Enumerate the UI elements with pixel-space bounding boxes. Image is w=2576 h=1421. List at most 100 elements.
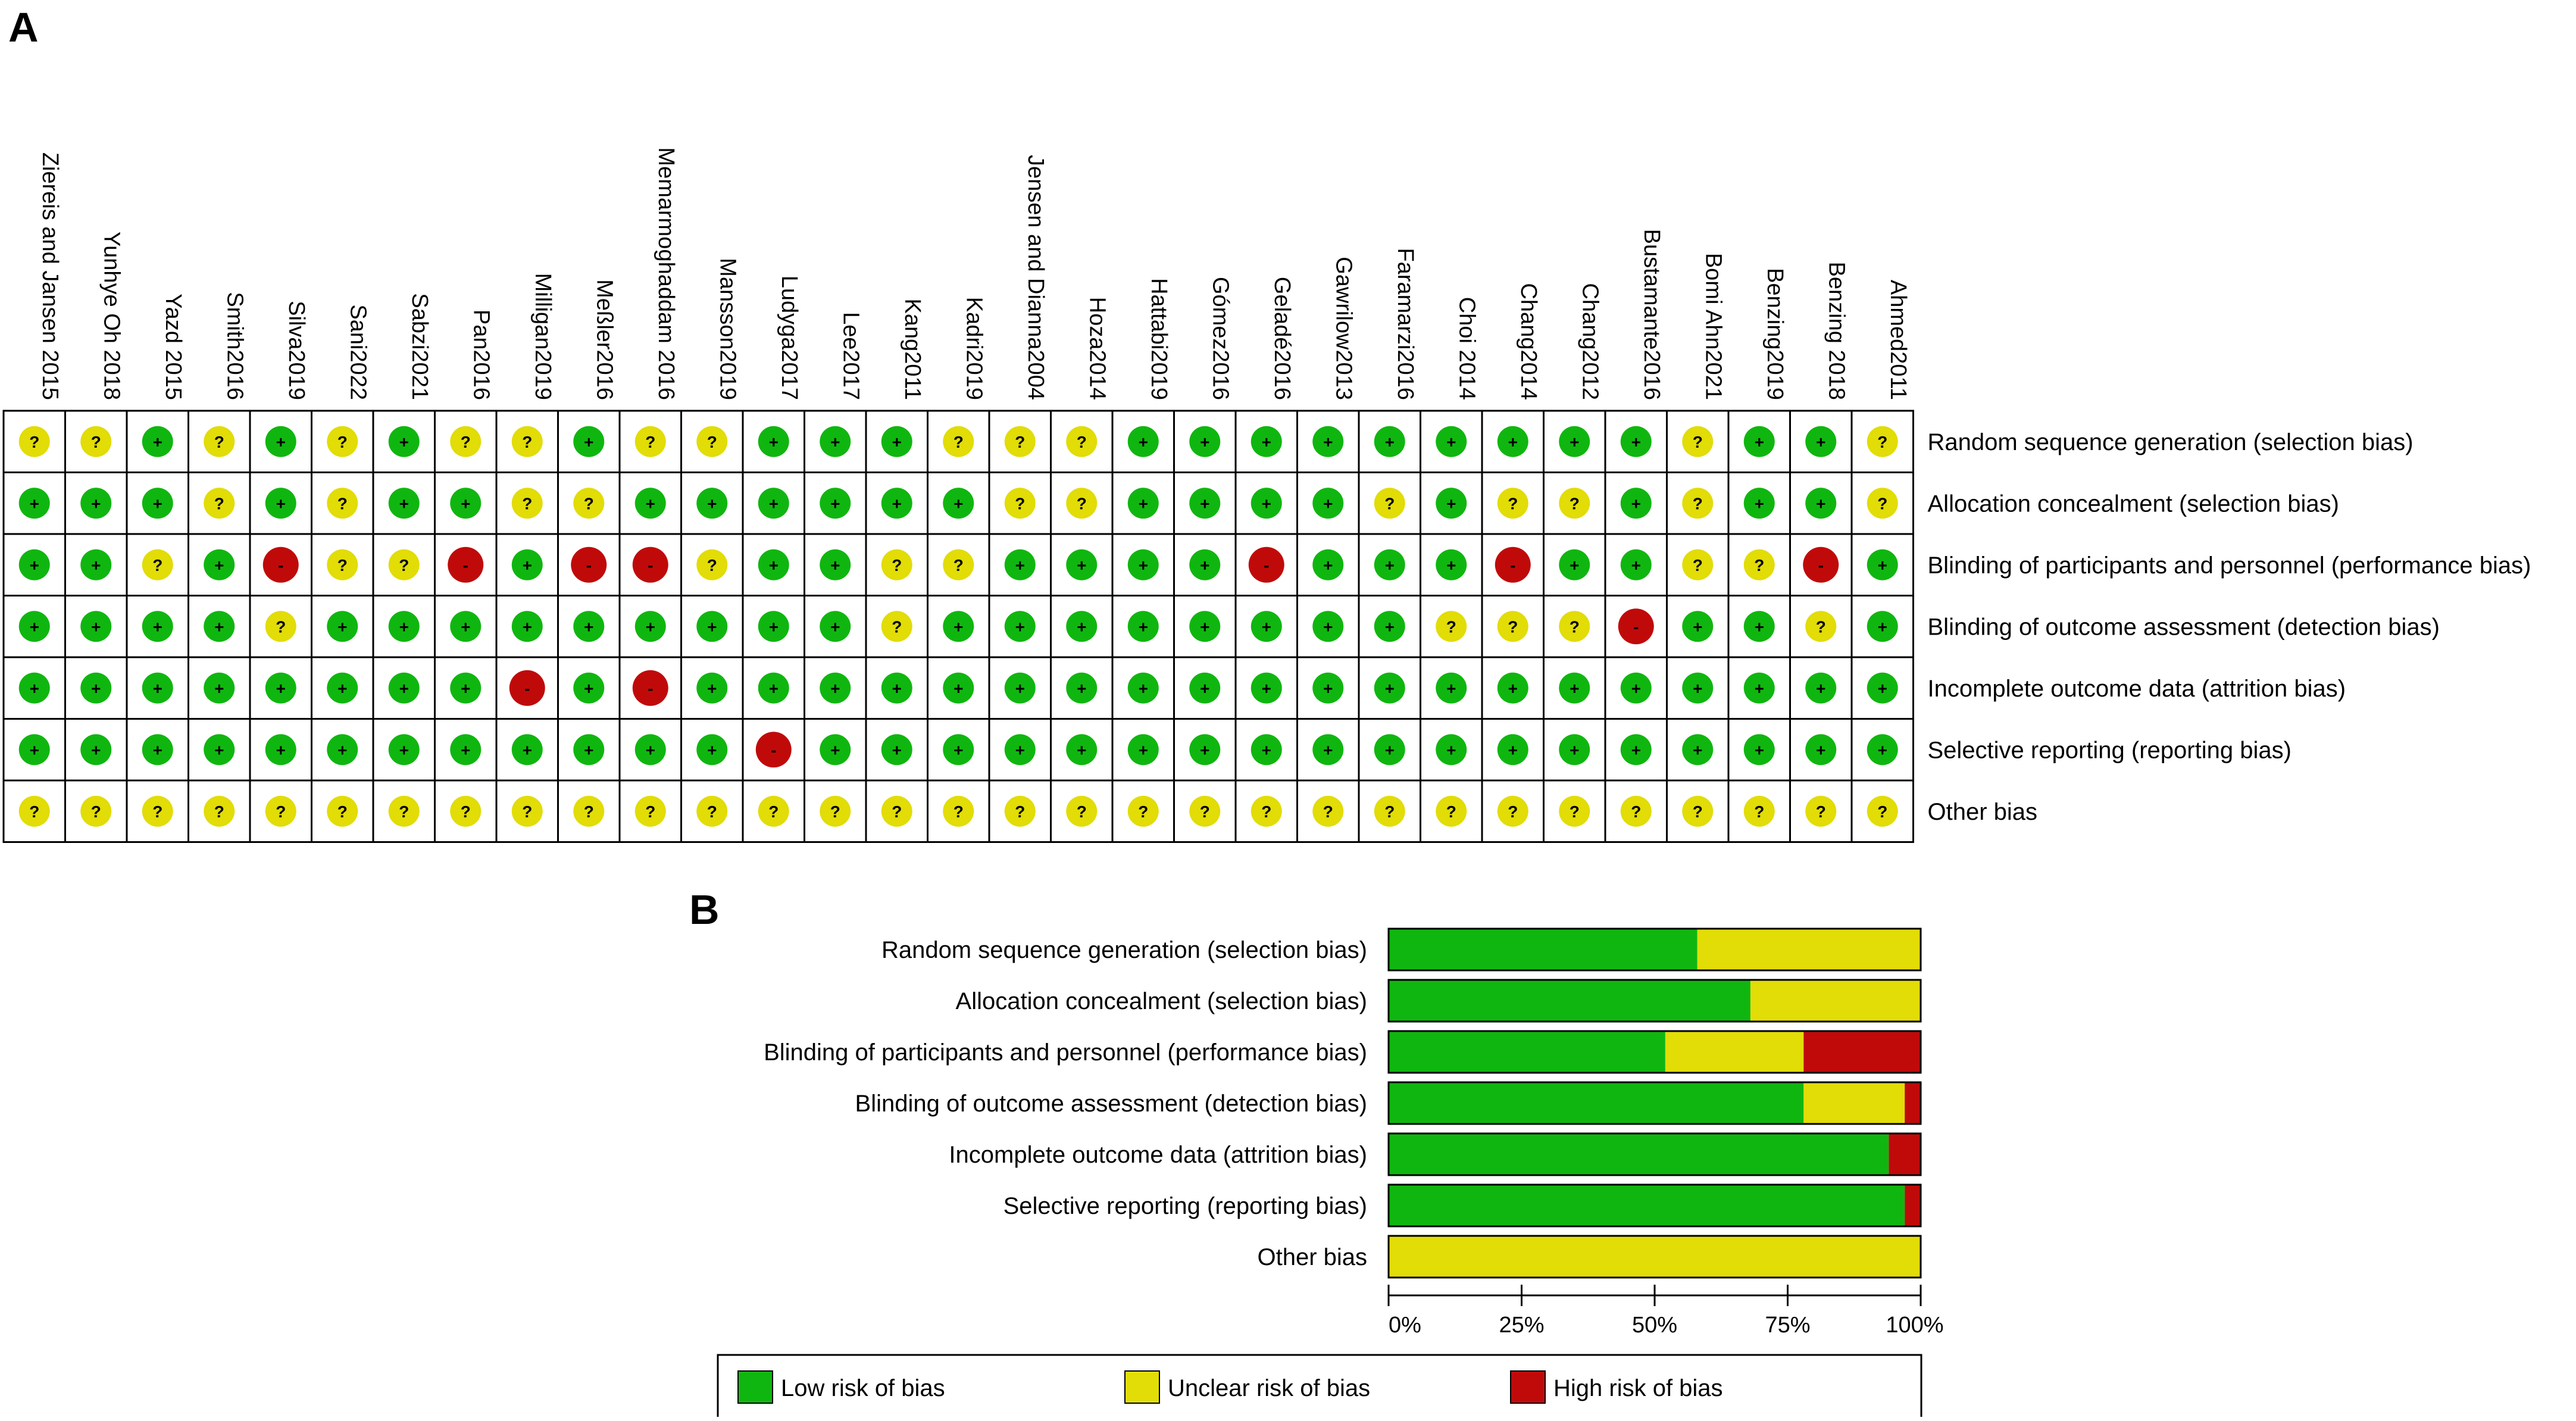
rating-dot (327, 672, 358, 704)
study-label: Lee2017 (838, 312, 863, 400)
rating-dot (450, 672, 482, 704)
rating-symbol: ? (954, 802, 964, 821)
rating-dot (204, 795, 235, 827)
rating-dot (1436, 611, 1467, 642)
rating-dot (1497, 611, 1528, 642)
rating-symbol: + (91, 556, 101, 574)
rating-dot (327, 488, 358, 519)
category-label: Random sequence generation (selection bi… (881, 937, 1367, 963)
rating-symbol: + (1262, 494, 1271, 513)
rating-symbol: + (276, 741, 286, 759)
rating-dot (943, 734, 974, 766)
rating-symbol: + (830, 617, 840, 636)
rating-symbol: + (153, 617, 162, 636)
rating-symbol: + (1200, 433, 1209, 451)
rating-symbol: ? (645, 802, 655, 821)
rating-symbol: ? (1015, 433, 1025, 451)
rating-dot (1743, 426, 1775, 457)
x-tick-label: 0% (1389, 1313, 1421, 1338)
rating-symbol: + (1570, 679, 1579, 698)
bar-segment (1803, 1031, 1921, 1073)
rating-dot (1559, 672, 1590, 704)
rating-symbol: ? (1693, 433, 1703, 451)
legend-box (717, 1354, 1922, 1417)
bar-segment (1905, 1082, 1921, 1124)
rating-dot (1805, 795, 1837, 827)
rating-symbol: ? (1570, 802, 1580, 821)
rating-symbol: + (1631, 679, 1641, 698)
x-tick-label: 50% (1632, 1313, 1677, 1338)
rating-dot (1682, 672, 1714, 704)
rating-symbol: + (1755, 741, 1764, 759)
rating-symbol: ? (522, 433, 532, 451)
rating-dot (327, 549, 358, 580)
rating-symbol: + (1755, 679, 1764, 698)
bar-segment (1389, 1185, 1905, 1226)
rating-symbol: + (399, 617, 409, 636)
rating-dot (573, 672, 605, 704)
rating-symbol: + (1385, 679, 1395, 698)
rating-symbol: ? (1693, 802, 1703, 821)
rating-dot (1682, 426, 1714, 457)
bar-outline (1387, 927, 1922, 972)
rating-dot (696, 672, 728, 704)
bar-segment (1389, 1082, 1804, 1124)
rating-symbol: + (1262, 679, 1271, 698)
bar-outline (1387, 1030, 1922, 1074)
rating-dot (1620, 795, 1652, 827)
rating-symbol: ? (1508, 494, 1518, 513)
rating-symbol: - (1818, 556, 1824, 574)
category-label: Blinding of outcome assessment (detectio… (855, 1091, 1367, 1117)
rating-symbol: ? (1693, 556, 1703, 574)
rating-dot (450, 795, 482, 827)
rating-symbol: ? (954, 556, 964, 574)
rating-symbol: + (1755, 433, 1764, 451)
rating-dot (1805, 426, 1837, 457)
risk-of-bias-summary: Ziereis and Jansen 2015 Yunhye Oh 2018 Yaz… (2, 147, 2531, 843)
rating-dot (1189, 488, 1221, 519)
rating-dot (1374, 734, 1405, 766)
rating-dot (1374, 488, 1405, 519)
rating-symbol: + (1693, 679, 1702, 698)
rating-symbol: ? (645, 433, 655, 451)
rating-dot (80, 426, 112, 457)
rating-symbol: + (1139, 679, 1148, 698)
rating-symbol: + (584, 741, 593, 759)
rating-symbol: + (1878, 679, 1887, 698)
rating-symbol: + (1323, 617, 1333, 636)
rating-dot (1682, 795, 1714, 827)
rating-symbol: + (707, 679, 717, 698)
study-label: Choi 2014 (1454, 297, 1479, 400)
rating-symbol: + (830, 679, 840, 698)
study-label: Sabzi2021 (407, 293, 432, 400)
rating-dot (1066, 488, 1098, 519)
rating-symbol: + (153, 433, 162, 451)
rating-dot (1189, 426, 1221, 457)
rating-dot (820, 488, 851, 519)
rating-symbol: ? (399, 556, 409, 574)
category-label: Selective reporting (reporting bias) (1003, 1193, 1367, 1219)
rating-symbol: + (1385, 556, 1395, 574)
rating-dot (1127, 611, 1159, 642)
rating-dot (450, 488, 482, 519)
rating-symbol: ? (399, 802, 409, 821)
rating-symbol: ? (707, 556, 717, 574)
rating-dot (142, 549, 173, 580)
rating-symbol: ? (91, 433, 101, 451)
rating-dot (80, 549, 112, 580)
bar-segment (1389, 980, 1750, 1022)
rating-symbol: ? (1138, 802, 1148, 821)
rating-symbol: + (1508, 679, 1518, 698)
rating-dot (943, 795, 974, 827)
rating-dot (1189, 734, 1221, 766)
rating-dot (1004, 734, 1036, 766)
rating-symbol: ? (276, 617, 286, 636)
rating-symbol: + (1200, 741, 1209, 759)
rating-symbol: + (1508, 741, 1518, 759)
rating-symbol: ? (522, 494, 532, 513)
rating-dot (1805, 488, 1837, 519)
rating-dot (18, 426, 50, 457)
rating-dot (1066, 672, 1098, 704)
rating-dot (1374, 611, 1405, 642)
rating-symbol: + (892, 494, 902, 513)
